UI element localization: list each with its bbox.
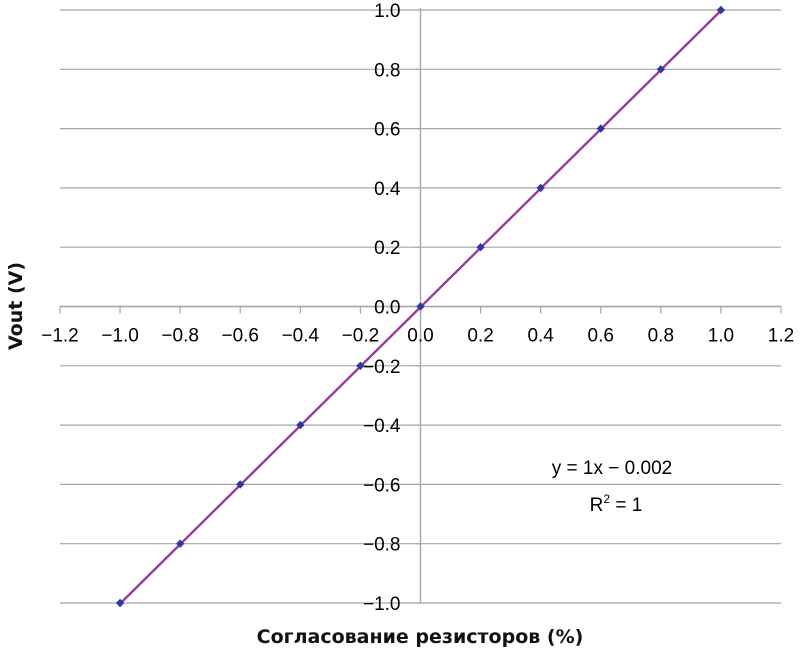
x-tick-label: 1.2 [768, 326, 794, 347]
data-point [596, 124, 605, 133]
x-tick-label: 0.0 [407, 326, 433, 347]
x-tick-label: 0.4 [527, 326, 554, 347]
y-axis-title: Vout (V) [5, 262, 27, 350]
x-tick-label: 1.0 [708, 326, 734, 347]
x-tick-label: −1.0 [101, 326, 139, 347]
data-point [476, 243, 485, 252]
y-tick-label: 0.0 [374, 298, 400, 319]
x-tick-labels: −1.2 −1.0 −0.8 −0.6 −0.4 −0.2 0.0 0.2 0.4 0.6 0.8 1… [41, 326, 794, 347]
data-point [236, 480, 245, 489]
y-tick-labels: 1.0 0.8 0.6 0.4 0.2 0.0 −0.2 −0.4 −0.6 −0.8 −1.0 [363, 1, 401, 615]
x-tick-label: 0.8 [648, 326, 674, 347]
data-point [356, 361, 365, 370]
y-tick-label: −0.2 [363, 357, 401, 378]
y-tick-label: 0.6 [374, 120, 400, 141]
y-tick-label: −0.8 [363, 535, 401, 556]
r-squared-value: = 1 [610, 495, 642, 516]
y-tick-label: 1.0 [374, 1, 400, 22]
data-point [416, 302, 425, 311]
data-point [296, 420, 305, 430]
data-points [115, 5, 726, 608]
x-tick-label: 0.2 [467, 326, 493, 347]
data-point [175, 539, 185, 548]
trendline-equation: y = 1x − 0.002 [552, 458, 672, 479]
data-point [115, 598, 125, 608]
r-squared-superscript: 2 [603, 492, 610, 506]
y-tick-label: −1.0 [363, 594, 401, 615]
x-tick-label: −0.8 [161, 326, 199, 347]
data-point [536, 183, 545, 193]
y-tick-label: 0.8 [374, 60, 400, 81]
x-tick-label: −0.4 [282, 326, 320, 347]
x-axis-title: Согласование резисторов (%) [257, 626, 584, 648]
x-tick-label: −0.6 [221, 326, 259, 347]
x-tick-label: −1.2 [41, 326, 79, 347]
x-tick-label: 0.6 [588, 326, 614, 347]
y-tick-label: 0.4 [374, 179, 401, 200]
data-point [716, 5, 726, 15]
y-tick-label: −0.6 [363, 475, 401, 496]
y-tick-label: 0.2 [374, 238, 400, 259]
data-point [656, 65, 666, 74]
y-tick-label: −0.4 [363, 416, 401, 437]
r-squared-label: R2 = 1 [590, 492, 643, 516]
r-squared-prefix: R [590, 495, 604, 516]
x-tick-label: −0.2 [342, 326, 380, 347]
